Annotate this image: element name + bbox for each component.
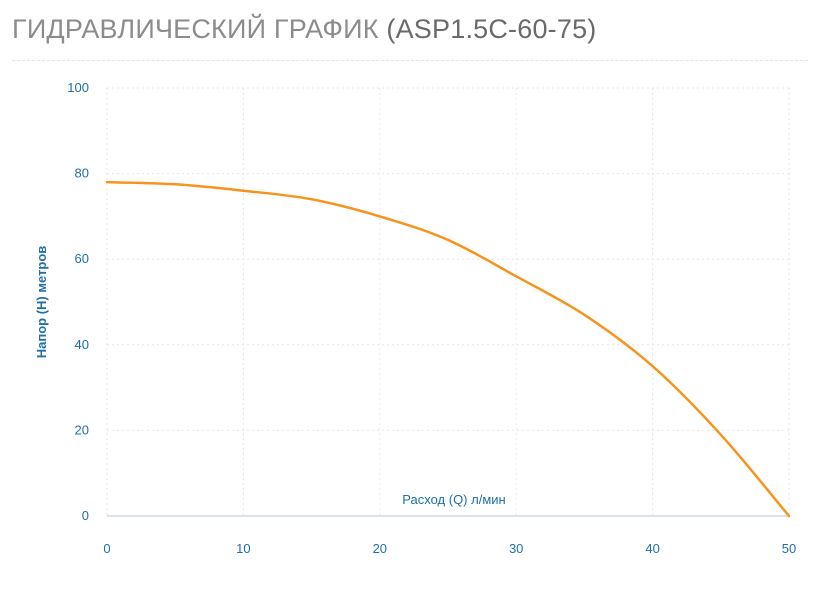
chart-title: ГИДРАВЛИЧЕСКИЙ ГРАФИК (ASP1.5C-60-75) bbox=[12, 14, 597, 45]
performance-curve bbox=[105, 180, 791, 518]
x-tick-label-3: 30 bbox=[509, 541, 523, 556]
title-divider bbox=[12, 60, 808, 61]
x-axis-label: Расход (Q) л/мин bbox=[402, 492, 505, 507]
chart-title-text: ГИДРАВЛИЧЕСКИЙ ГРАФИК bbox=[12, 14, 379, 44]
chart-model-label: (ASP1.5C-60-75) bbox=[386, 14, 597, 44]
y-tick-labels: 0 20 40 60 80 100 bbox=[67, 80, 89, 523]
x-tick-label-1: 10 bbox=[236, 541, 250, 556]
x-tick-label-5: 50 bbox=[782, 541, 796, 556]
y-tick-label-0: 0 bbox=[82, 508, 89, 523]
y-tick-label-3: 60 bbox=[75, 251, 89, 266]
grid-lines bbox=[106, 87, 790, 516]
y-tick-label-5: 100 bbox=[67, 80, 89, 95]
x-tick-label-0: 0 bbox=[103, 541, 110, 556]
y-tick-label-1: 20 bbox=[75, 422, 89, 437]
x-tick-label-4: 40 bbox=[645, 541, 659, 556]
y-axis-label: Напор (H) метров bbox=[34, 246, 49, 359]
x-tick-labels: 0 10 20 30 40 50 bbox=[103, 541, 796, 556]
y-tick-label-4: 80 bbox=[75, 166, 89, 181]
x-tick-label-2: 20 bbox=[373, 541, 387, 556]
y-tick-label-2: 40 bbox=[75, 337, 89, 352]
